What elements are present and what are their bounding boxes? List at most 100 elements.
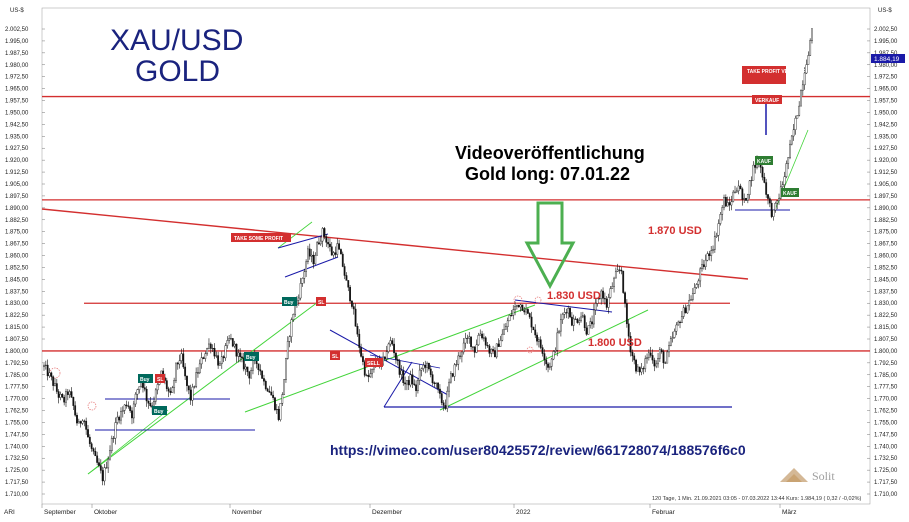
candle-body — [574, 318, 577, 320]
candle-body — [613, 277, 615, 287]
candle-body — [550, 358, 553, 367]
candle-body — [402, 370, 405, 384]
candle-body — [745, 198, 747, 201]
candle-body — [778, 197, 780, 201]
y-tick-label-right: 1.950,00 — [874, 110, 898, 116]
y-tick-label-right: 1.935,00 — [874, 134, 898, 140]
candle-body — [592, 309, 595, 325]
candle-body — [737, 185, 740, 192]
candle-body — [54, 383, 56, 386]
candle-body — [46, 364, 49, 377]
candle-body — [457, 355, 460, 365]
candle-body — [576, 318, 579, 323]
candle-body — [462, 342, 465, 353]
candle-body — [658, 349, 661, 359]
candle-body — [706, 253, 709, 261]
candle-body — [501, 333, 504, 341]
y-tick-label-left: 1.837,50 — [5, 289, 29, 295]
svg-text:SELL: SELL — [367, 361, 380, 367]
candle-body — [48, 372, 51, 377]
candle-body — [748, 180, 751, 195]
candle-body — [697, 280, 700, 285]
candle-body — [477, 335, 480, 346]
candle-body — [134, 393, 137, 405]
candle-body — [363, 361, 366, 376]
circle-marker — [513, 295, 523, 305]
candle-body — [191, 386, 194, 401]
candle-body — [583, 315, 586, 329]
candle-body — [701, 264, 703, 270]
candle-body — [532, 326, 535, 331]
candle-body — [85, 420, 88, 430]
y-tick-label-right: 1.747,50 — [874, 432, 898, 438]
candle-body — [442, 402, 445, 406]
candle-body — [129, 406, 132, 411]
candle-body — [578, 320, 581, 323]
candle-body — [811, 28, 813, 41]
y-tick-label-left: 1.987,50 — [5, 51, 29, 57]
candle-body — [528, 313, 531, 318]
y-tick-label-right: 1.957,50 — [874, 99, 898, 105]
candle-body — [673, 330, 676, 338]
candle-body — [323, 228, 326, 237]
candle-body — [455, 363, 458, 366]
candle-body — [530, 316, 533, 328]
y-tick-label-left: 1.762,50 — [5, 409, 29, 415]
candle-body — [785, 163, 788, 177]
candle-body — [809, 40, 812, 56]
candle-body — [428, 362, 430, 370]
candle-body — [81, 420, 84, 424]
svg-text:TAKE PROFIT VERKAUF: TAKE PROFIT VERKAUF — [747, 69, 806, 75]
candle-body — [767, 194, 769, 199]
candle-body — [653, 359, 656, 367]
candle-body — [646, 357, 648, 360]
candle-body — [407, 380, 410, 386]
candle-body — [510, 315, 513, 317]
candle-body — [189, 389, 192, 401]
candle-body — [385, 351, 388, 360]
candle-body — [409, 374, 412, 386]
candle-body — [611, 286, 614, 289]
candle-body — [691, 293, 694, 300]
candle-body — [515, 304, 518, 307]
red-level-lines — [42, 95, 870, 352]
candle-body — [226, 340, 229, 346]
svg-text:1.884,19: 1.884,19 — [874, 56, 900, 63]
candle-body — [103, 467, 106, 482]
candle-body — [548, 366, 551, 368]
y-tick-label-right: 1.905,00 — [874, 182, 898, 188]
candle-body — [559, 319, 562, 332]
candle-body — [406, 380, 408, 385]
candle-body — [803, 72, 806, 86]
candle-body — [534, 329, 537, 336]
candle-body — [125, 404, 128, 407]
candle-body — [710, 250, 713, 257]
signal-kauf: KAUF — [781, 188, 799, 197]
candle-body — [581, 315, 584, 318]
y-tick-label-left: 1.792,50 — [5, 361, 29, 367]
video-url: https://vimeo.com/user80425572/review/66… — [330, 442, 746, 458]
candle-body — [429, 368, 432, 375]
candle-body — [132, 403, 135, 419]
candle-body — [59, 394, 62, 398]
candle-body — [74, 405, 77, 416]
candle-body — [420, 368, 423, 371]
y-axis-left: 1.710,00 1.717,50 1.725,00 1.732,50 1.740,00… — [5, 27, 45, 498]
candle-body — [504, 326, 507, 330]
candle-body — [618, 269, 621, 271]
candle-body — [728, 202, 731, 206]
y-tick-label-right: 1.995,00 — [874, 39, 898, 45]
candle-body — [263, 378, 265, 382]
candle-body — [61, 394, 64, 398]
y-tick-label-right: 1.845,00 — [874, 277, 898, 283]
candle-body — [490, 349, 493, 354]
candle-body — [365, 374, 368, 376]
y-tick-label-left: 1.777,50 — [5, 385, 29, 391]
candle-body — [450, 373, 452, 383]
candle-body — [596, 298, 599, 304]
green-channel-top — [277, 221, 313, 249]
candle-body — [558, 330, 560, 334]
y-tick-label-left: 1.717,50 — [5, 480, 29, 486]
candle-body — [783, 176, 786, 185]
